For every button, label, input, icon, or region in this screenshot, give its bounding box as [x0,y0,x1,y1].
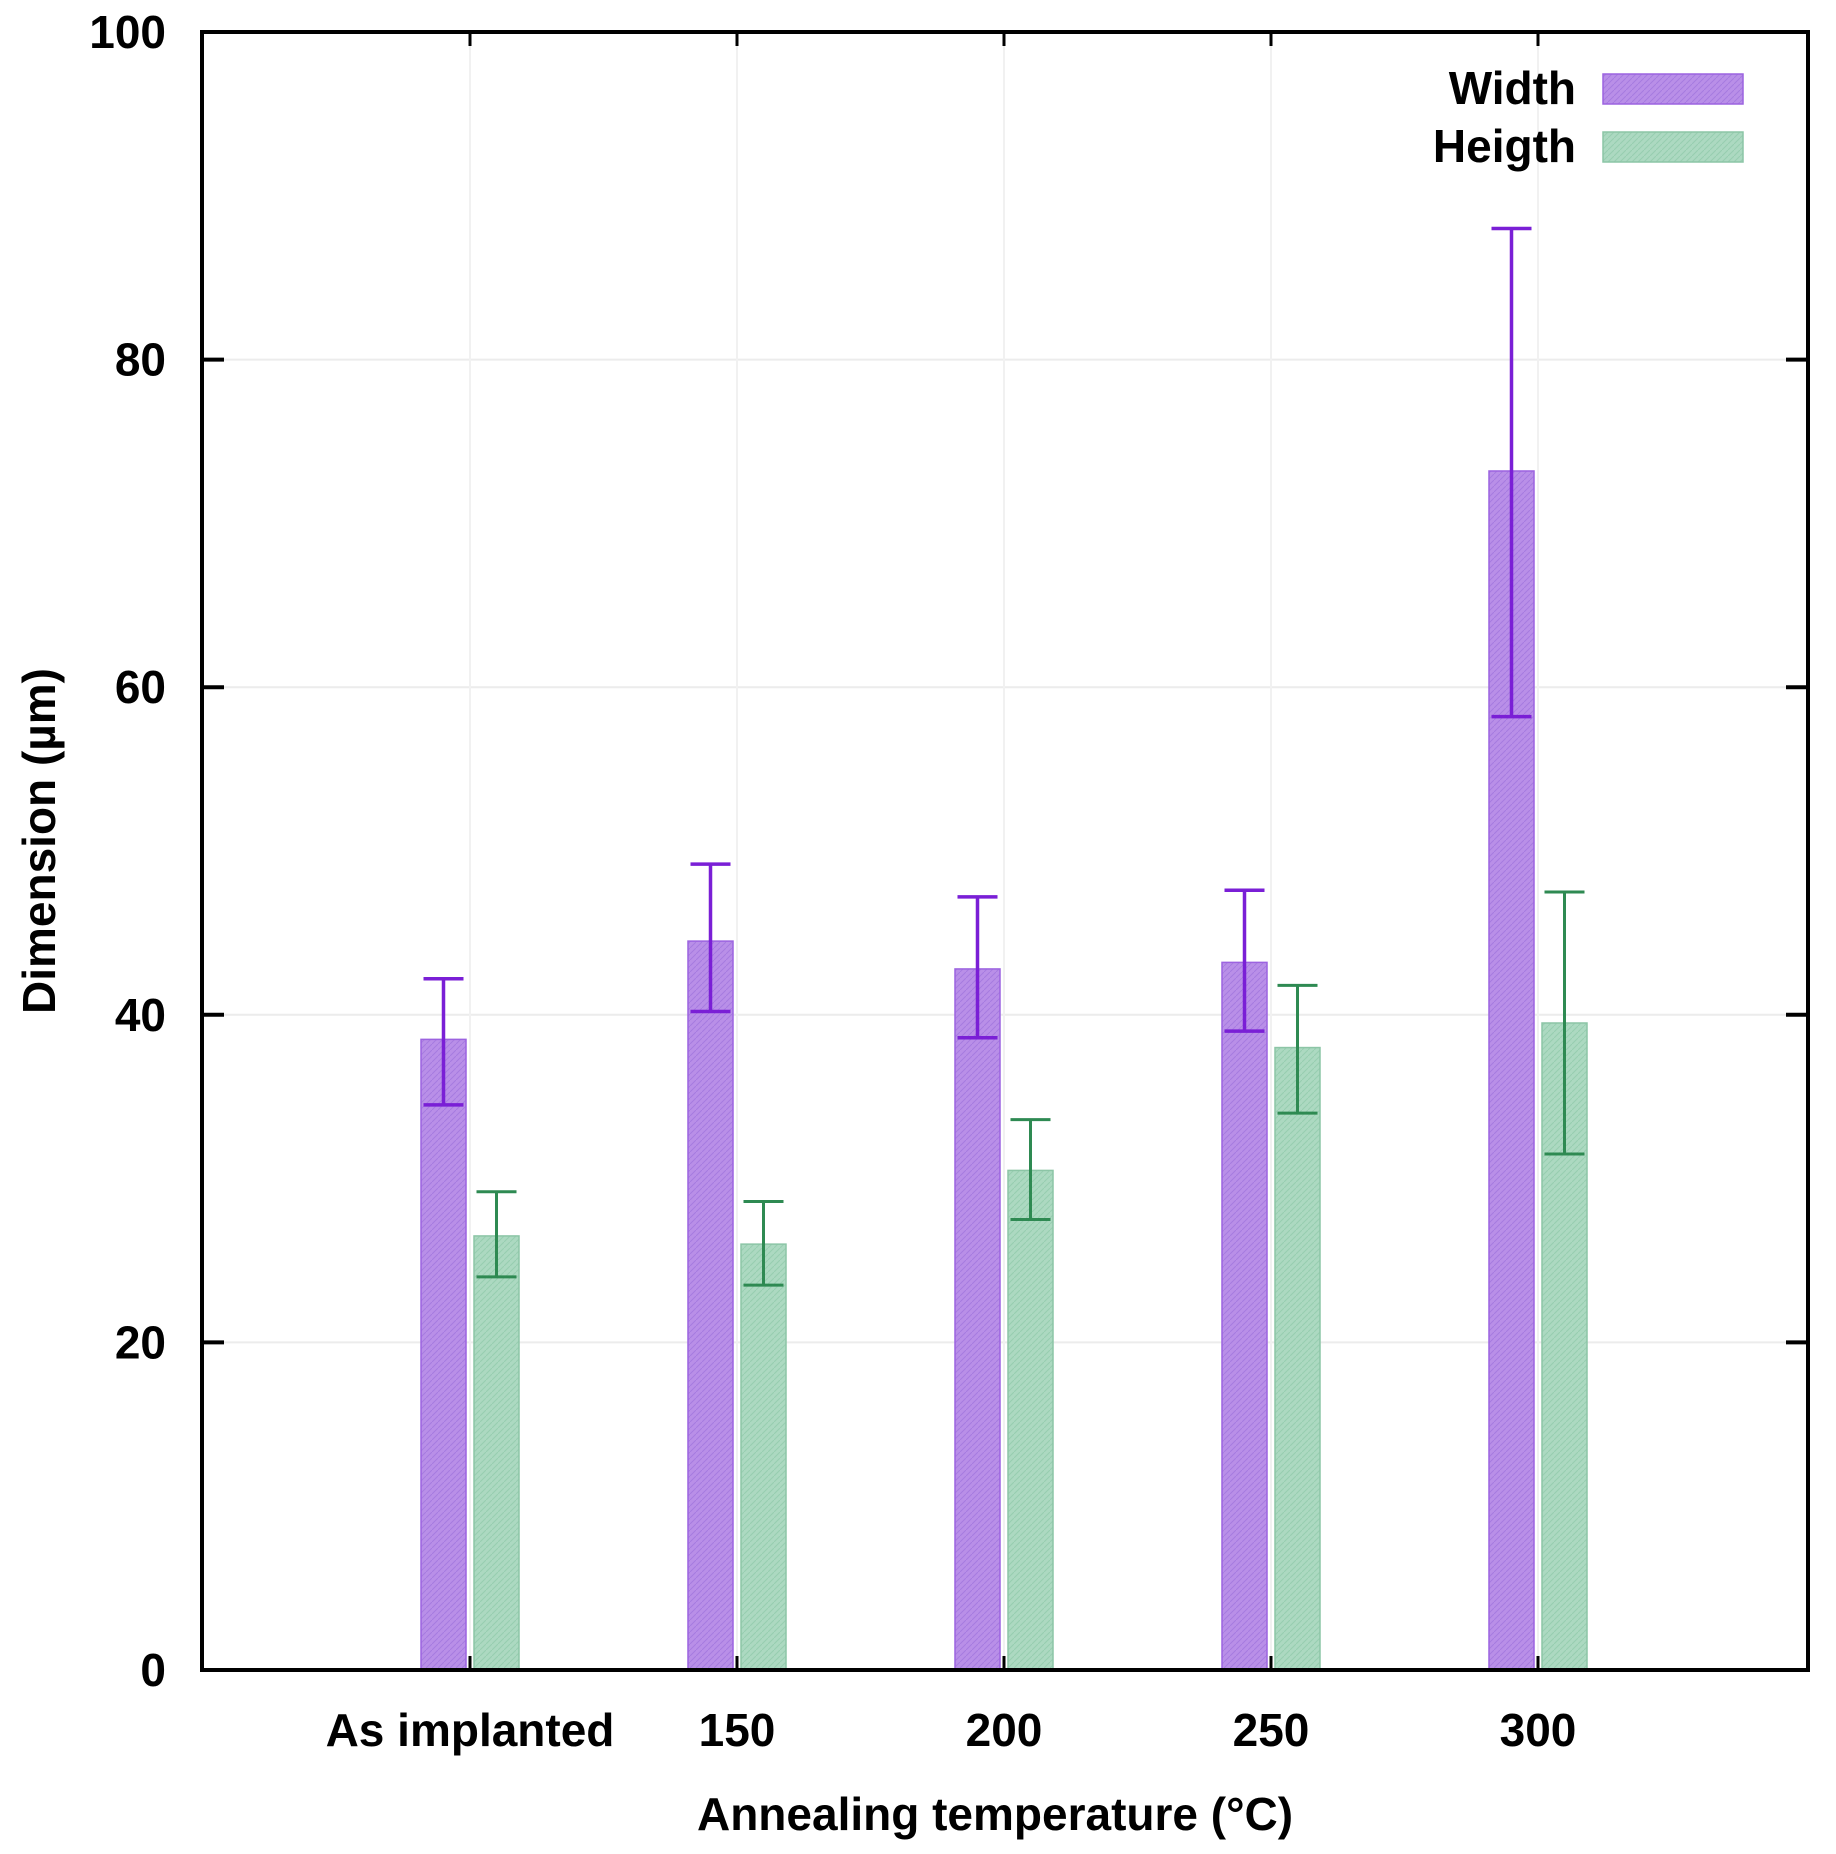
legend-label-width: Width [1449,62,1576,114]
tick-labels: 0 20 40 60 80 100 As implanted 150 200 250 300 [89,6,1576,1756]
grid [202,32,1808,1670]
y-tick-label: 60 [115,661,166,713]
axis-ticks [202,30,1808,1672]
y-tick-label: 40 [115,989,166,1041]
bar-width-2 [954,968,1001,1671]
x-tick-label: 250 [1233,1704,1310,1756]
bar-heigth-3 [1274,1046,1321,1671]
x-tick-label: As implanted [326,1704,615,1756]
x-tick-label: 150 [699,1704,776,1756]
x-tick-label: 200 [966,1704,1043,1756]
bar-width-3 [1221,961,1268,1671]
legend-swatch-width [1602,73,1744,105]
y-axis-title: Dimension (µm) [13,668,65,1014]
bar-heigth-2 [1007,1169,1054,1671]
bar-width-1 [687,940,734,1671]
y-tick-label: 0 [140,1644,166,1696]
legend-label-heigth: Heigth [1433,120,1576,172]
error-bars [423,226,1585,1287]
bar-heigth-1 [740,1243,787,1671]
x-tick-label: 300 [1500,1704,1577,1756]
legend-swatch-heigth [1602,131,1744,163]
y-tick-label: 80 [115,334,166,386]
y-tick-label: 20 [115,1316,166,1368]
legend: Width Heigth [1433,62,1744,172]
bar-width-0 [420,1038,467,1671]
bar-heigth-0 [473,1235,520,1671]
x-axis-title: Annealing temperature (°C) [697,1788,1293,1840]
y-tick-label: 100 [89,6,166,58]
